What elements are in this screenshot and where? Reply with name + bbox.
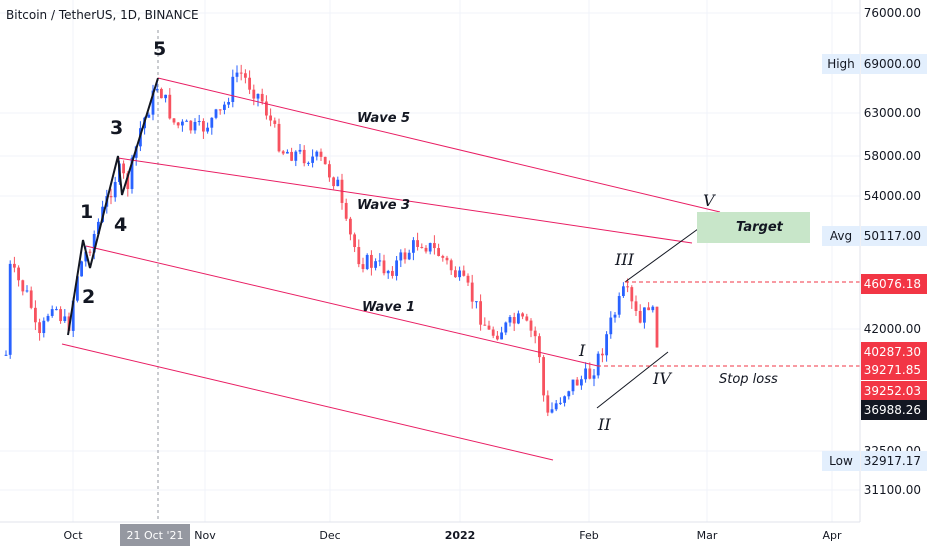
time-tick-label: Dec [319,529,340,542]
price-value-box [861,342,927,362]
corrective-label-III: III [614,250,635,269]
wave-label-5: 5 [153,38,166,60]
price-value-box [861,381,927,401]
price-value-box [861,360,927,380]
price-tag-label: Avg [830,229,852,243]
price-value-label: 69000.00 [864,57,921,71]
wave-label-2: 2 [82,286,95,308]
wave-label-3: 3 [110,117,123,139]
channel-lines [61,77,721,461]
price-tag-box [822,226,860,246]
channel-line-wave5 [117,157,693,244]
target-label: Target [736,220,784,235]
price-value-box [861,400,927,420]
time-tick-label: Oct [63,529,83,542]
time-tick-label: 2022 [445,529,476,542]
time-axis[interactable]: Oct 21 Oct '21 Nov Dec 2022 Feb Mar Apr [63,524,842,546]
price-value-box [861,451,927,471]
price-value-box [861,274,927,294]
price-value-label: 39271.85 [864,363,921,377]
wave-label-1: 1 [80,201,93,223]
price-value-label: 39252.03 [864,384,921,398]
time-tick-label: Mar [697,529,718,542]
channel-label-wave3: Wave 3 [357,198,410,213]
impulse-wave-path [67,77,159,336]
channel-line-bottom [61,343,554,461]
time-tick-label: Feb [579,529,598,542]
candles [4,64,659,417]
price-tick-label: 58000.00 [864,149,921,163]
price-tag-box [822,451,860,471]
price-tag-box [822,54,860,74]
chart-title: Bitcoin / TetherUS, 1D, BINANCE [6,8,199,22]
corrective-label-IV: IV [652,369,672,388]
price-value-box [861,54,927,74]
price-value-label: 36988.26 [864,403,921,417]
price-tick-label: 54000.00 [864,189,921,203]
crosshair-date-box [120,524,190,546]
price-tick-label: 63000.00 [864,106,921,120]
wave-label-4: 4 [114,214,127,236]
price-value-label: 46076.18 [864,277,921,291]
channel-line-top [157,77,721,213]
price-value-label: 32917.17 [864,454,921,468]
time-tick-label: Nov [194,529,216,542]
price-tick-label: 31100.00 [864,483,921,497]
price-tick-label: 42000.00 [864,322,921,336]
corrective-label-V: V [703,191,716,210]
price-value-label: 40287.30 [864,345,921,359]
channel-label-wave5: Wave 5 [357,111,410,126]
price-tag-label: High [827,57,855,71]
corrective-label-II: II [597,415,611,434]
chart-grid [0,0,860,522]
price-value-box [861,226,927,246]
price-value-label: 50117.00 [864,229,921,243]
channel-label-wave1: Wave 1 [362,300,415,315]
price-tag-label: Low [829,454,853,468]
crosshair-date-label: 21 Oct '21 [126,529,183,542]
stop-loss-label: Stop loss [719,372,778,387]
channel-line-wave3 [85,245,599,367]
corrective-line-lower [596,351,669,409]
price-labels: High 69000.00 Avg 50117.00 46076.18 40287.30 3… [822,54,927,471]
time-tick-label: Apr [822,529,842,542]
target-box [697,212,810,243]
price-tick-label: 76000.00 [864,6,921,20]
price-axis[interactable]: 76000.00 63000.00 58000.00 54000.00 42000.00… [864,6,921,497]
corrective-label-I: I [578,341,586,360]
